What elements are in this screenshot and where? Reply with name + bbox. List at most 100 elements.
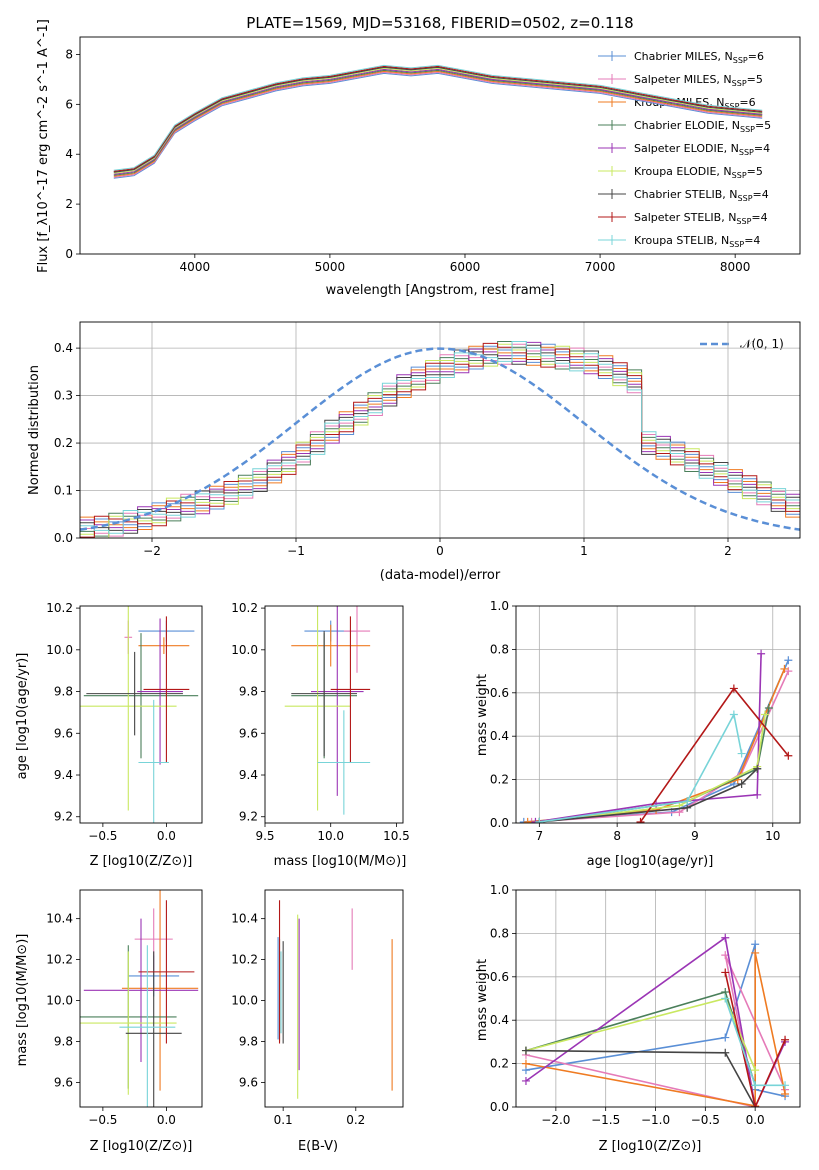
spectrum-xtick-label: 4000 xyxy=(180,260,211,274)
residuals-ytick-label: 0.1 xyxy=(54,484,73,498)
mass-age-point-2 xyxy=(291,624,371,667)
weight-age-xlabel: age [log10(age/yr)] xyxy=(587,854,714,869)
z-age-point-4 xyxy=(137,618,183,765)
z-mass-point-6 xyxy=(125,951,182,1107)
spectrum-legend: Chabrier MILES, NSSP=6 Salpeter MILES, N… xyxy=(634,50,771,249)
legend-entry-4: Salpeter ELODIE, NSSP=4 xyxy=(634,142,770,157)
z-age-point-7 xyxy=(143,616,190,763)
mass-age-xtick-label: 10.5 xyxy=(383,829,410,843)
weight-age-series-4 xyxy=(535,653,762,823)
z-age-point-8 xyxy=(138,699,169,823)
z-age-ytick-label: 9.2 xyxy=(54,810,73,824)
weight-z-ytick-label: 0.0 xyxy=(490,1100,509,1114)
spectrum-model-3 xyxy=(113,69,763,176)
z-age-point-3 xyxy=(83,633,199,759)
z-mass-ytick-label: 9.6 xyxy=(54,1075,73,1089)
weight-z-xtick-label: −0.5 xyxy=(691,1113,720,1127)
legend-entry-8: Kroupa STELIB, NSSP=4 xyxy=(634,234,760,249)
z-age-ytick-label: 10.0 xyxy=(46,643,73,657)
weight-age-marker-5-3 xyxy=(760,710,769,719)
legend-entry-5: Kroupa ELODIE, NSSP=5 xyxy=(634,165,763,180)
spectrum-model-2 xyxy=(113,70,763,177)
z-mass-ytick-label: 10.2 xyxy=(46,953,73,967)
spectrum-ytick-label: 8 xyxy=(65,47,73,61)
residuals-xtick-label: 2 xyxy=(724,544,732,558)
z-mass-xtick-label: −0.5 xyxy=(88,1113,117,1127)
ebv-mass-ytick-label: 10.4 xyxy=(231,912,258,926)
mass-age-ytick-label: 9.8 xyxy=(239,685,258,699)
weight-z-marker-7-2 xyxy=(781,1035,790,1044)
z-mass-axes: −0.5 0.0 9.6 9.8 10.0 10.2 10.4 xyxy=(46,912,176,1127)
weight-age-marker-8-2 xyxy=(729,710,738,719)
weight-age-ytick-label: 0.4 xyxy=(490,729,509,743)
spectrum-model-6 xyxy=(113,66,763,173)
legend-entry-3: Chabrier ELODIE, NSSP=5 xyxy=(634,119,771,134)
histogram-series-5 xyxy=(80,343,800,538)
weight-age-ytick-label: 1.0 xyxy=(490,599,509,613)
z-age-axes: −0.5 0.0 9.2 9.4 9.6 9.8 10.0 10.2 xyxy=(46,601,176,843)
z-mass-point-5 xyxy=(80,951,177,1095)
weight-age-series-1 xyxy=(531,670,790,823)
z-age-point-6 xyxy=(86,651,183,736)
weight-age-ylabel: mass weight xyxy=(475,674,490,756)
residuals-ytick-label: 0.2 xyxy=(54,436,73,450)
weight-z-marker-8-1 xyxy=(751,1081,760,1090)
histogram-series-4 xyxy=(80,341,800,531)
weight-age-marker-7-1 xyxy=(729,684,738,693)
z-mass-point-8 xyxy=(119,945,176,1107)
spectrum-ytick-label: 0 xyxy=(65,247,73,261)
spectrum-ytick-label: 2 xyxy=(65,197,73,211)
z-age-ylabel: age [log10(age/yr)] xyxy=(15,653,30,780)
mass-age-ytick-label: 10.2 xyxy=(231,601,258,615)
weight-z-xlabel: Z [log10(Z/Z⊙)] xyxy=(599,1139,702,1154)
z-age-ytick-label: 9.6 xyxy=(54,726,73,740)
weight-age-marker-6-3 xyxy=(753,764,762,773)
weight-z-marker-6-1 xyxy=(721,1048,730,1057)
histogram-series-3 xyxy=(80,341,800,537)
spectrum-xlabel: wavelength [Angstrom, rest frame] xyxy=(326,283,555,298)
weight-age-ytick-label: 0.8 xyxy=(490,642,509,656)
histogram-series-7 xyxy=(80,342,800,538)
weight-z-series-7 xyxy=(724,972,786,1107)
spectrum-xtick-label: 5000 xyxy=(315,260,346,274)
z-age-point-5 xyxy=(80,606,177,811)
weight-z-marker-5-2 xyxy=(751,1066,760,1075)
weight-age-xtick-label: 8 xyxy=(613,829,621,843)
weight-age-series-3 xyxy=(539,707,770,823)
z-mass-xtick-label: 0.0 xyxy=(157,1113,176,1127)
weight-age-marker-7-0 xyxy=(636,817,645,823)
mass-age-point-4 xyxy=(311,606,364,796)
spectrum-ytick-label: 6 xyxy=(65,97,73,111)
weight-z-marker-2-0 xyxy=(521,1059,530,1068)
spectrum-ylabel: Flux [f_λ10^-17 erg cm^-2 s^-1 A^-1] xyxy=(36,19,51,273)
weight-z-marker-0-2 xyxy=(751,940,760,949)
z-mass-ytick-label: 9.8 xyxy=(54,1034,73,1048)
weight-z-xtick-label: −2.0 xyxy=(541,1113,570,1127)
weight-age-series-0 xyxy=(523,659,790,823)
z-age-point-2 xyxy=(138,637,190,654)
mass-age-ytick-label: 9.2 xyxy=(239,810,258,824)
ebv-mass-xlabel: E(B-V) xyxy=(298,1139,338,1154)
mass-age-point-6 xyxy=(291,631,357,757)
weight-z-marker-8-0 xyxy=(721,994,730,1003)
ebv-mass-xtick-label: 0.2 xyxy=(346,1113,365,1127)
legend-entry-1: Salpeter MILES, NSSP=5 xyxy=(634,73,763,88)
z-mass-plot-area xyxy=(80,890,199,1107)
z-mass-ytick-label: 10.0 xyxy=(46,994,73,1008)
residuals-ytick-label: 0.3 xyxy=(54,389,73,403)
weight-age-frame xyxy=(515,605,801,824)
spectrum-xtick-label: 8000 xyxy=(720,260,751,274)
weight-z-frame xyxy=(515,889,801,1108)
weight-age-ytick-label: 0.6 xyxy=(490,686,509,700)
weight-z-marker-2-2 xyxy=(751,948,760,957)
z-age-ytick-label: 9.8 xyxy=(54,685,73,699)
z-mass-ytick-label: 10.4 xyxy=(46,912,73,926)
z-age-ytick-label: 9.4 xyxy=(54,768,73,782)
gaussian-legend: 𝒩(0, 1) xyxy=(700,337,784,351)
spectrum-model-8 xyxy=(113,64,763,171)
ebv-mass-ytick-label: 10.2 xyxy=(231,953,258,967)
residuals-xtick-label: −1 xyxy=(287,544,305,558)
spectrum-plot-area xyxy=(113,64,763,179)
mass-age-plot-area xyxy=(284,606,371,815)
spectrum-title: PLATE=1569, MJD=53168, FIBERID=0502, z=0… xyxy=(246,14,633,32)
